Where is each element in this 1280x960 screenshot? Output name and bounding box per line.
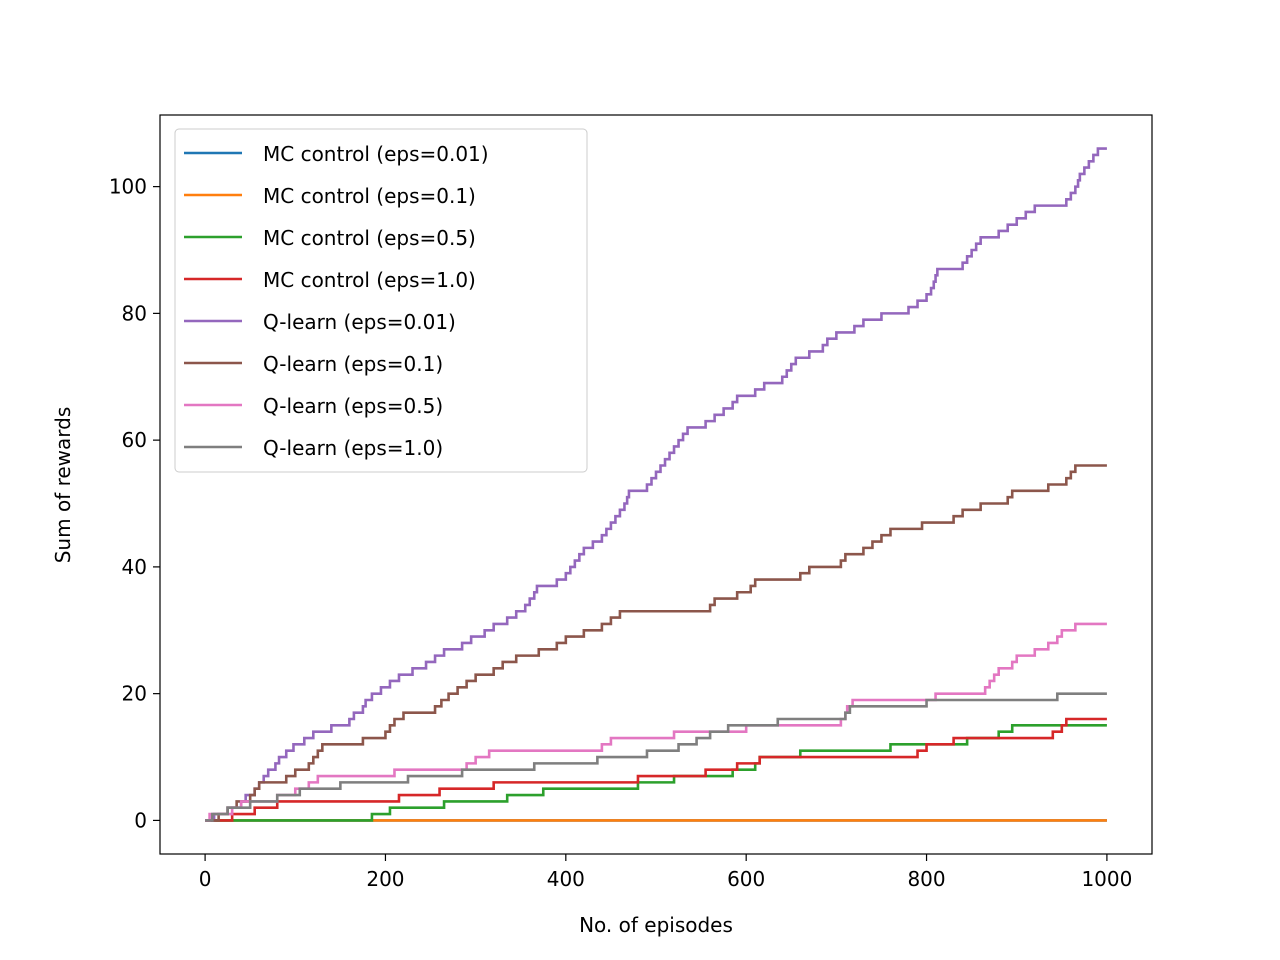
y-axis-label: Sum of rewards [51,407,75,564]
legend-label-1: MC control (eps=0.1) [263,184,476,208]
series-line-7 [205,692,1107,822]
y-tick-label: 20 [122,682,147,706]
legend-label-2: MC control (eps=0.5) [263,226,476,250]
legend: MC control (eps=0.01) MC control (eps=0.1… [174,128,588,473]
legend-label-7: Q-learn (eps=1.0) [263,436,443,460]
legend-label-6: Q-learn (eps=0.5) [263,394,443,418]
x-tick-label: 400 [547,867,585,891]
x-tick-label: 1000 [1081,867,1132,891]
series-line-4 [205,147,1107,822]
x-tick-label: 600 [727,867,765,891]
y-tick-label: 100 [109,175,147,199]
legend-box [174,128,588,473]
x-tick-label: 200 [366,867,404,891]
series-line-3 [205,717,1107,822]
x-tick-label: 0 [199,867,212,891]
legend-label-5: Q-learn (eps=0.1) [263,352,443,376]
series-layer [205,147,1107,822]
x-tick-label: 800 [907,867,945,891]
y-tick-label: 0 [134,808,147,832]
y-tick-label: 60 [122,428,147,452]
legend-label-4: Q-learn (eps=0.01) [263,310,456,334]
x-axis-label: No. of episodes [579,913,733,937]
y-tick-label: 80 [122,301,147,325]
axes-frame [159,114,1153,855]
legend-label-3: MC control (eps=1.0) [263,268,476,292]
y-tick-label: 40 [122,555,147,579]
x-axis: 0 200 400 600 800 1000 [199,854,1132,891]
series-line-5 [205,464,1107,822]
y-axis: 0 20 40 60 80 100 [109,175,160,832]
legend-label-0: MC control (eps=0.01) [263,142,489,166]
plot-area [205,147,1107,822]
